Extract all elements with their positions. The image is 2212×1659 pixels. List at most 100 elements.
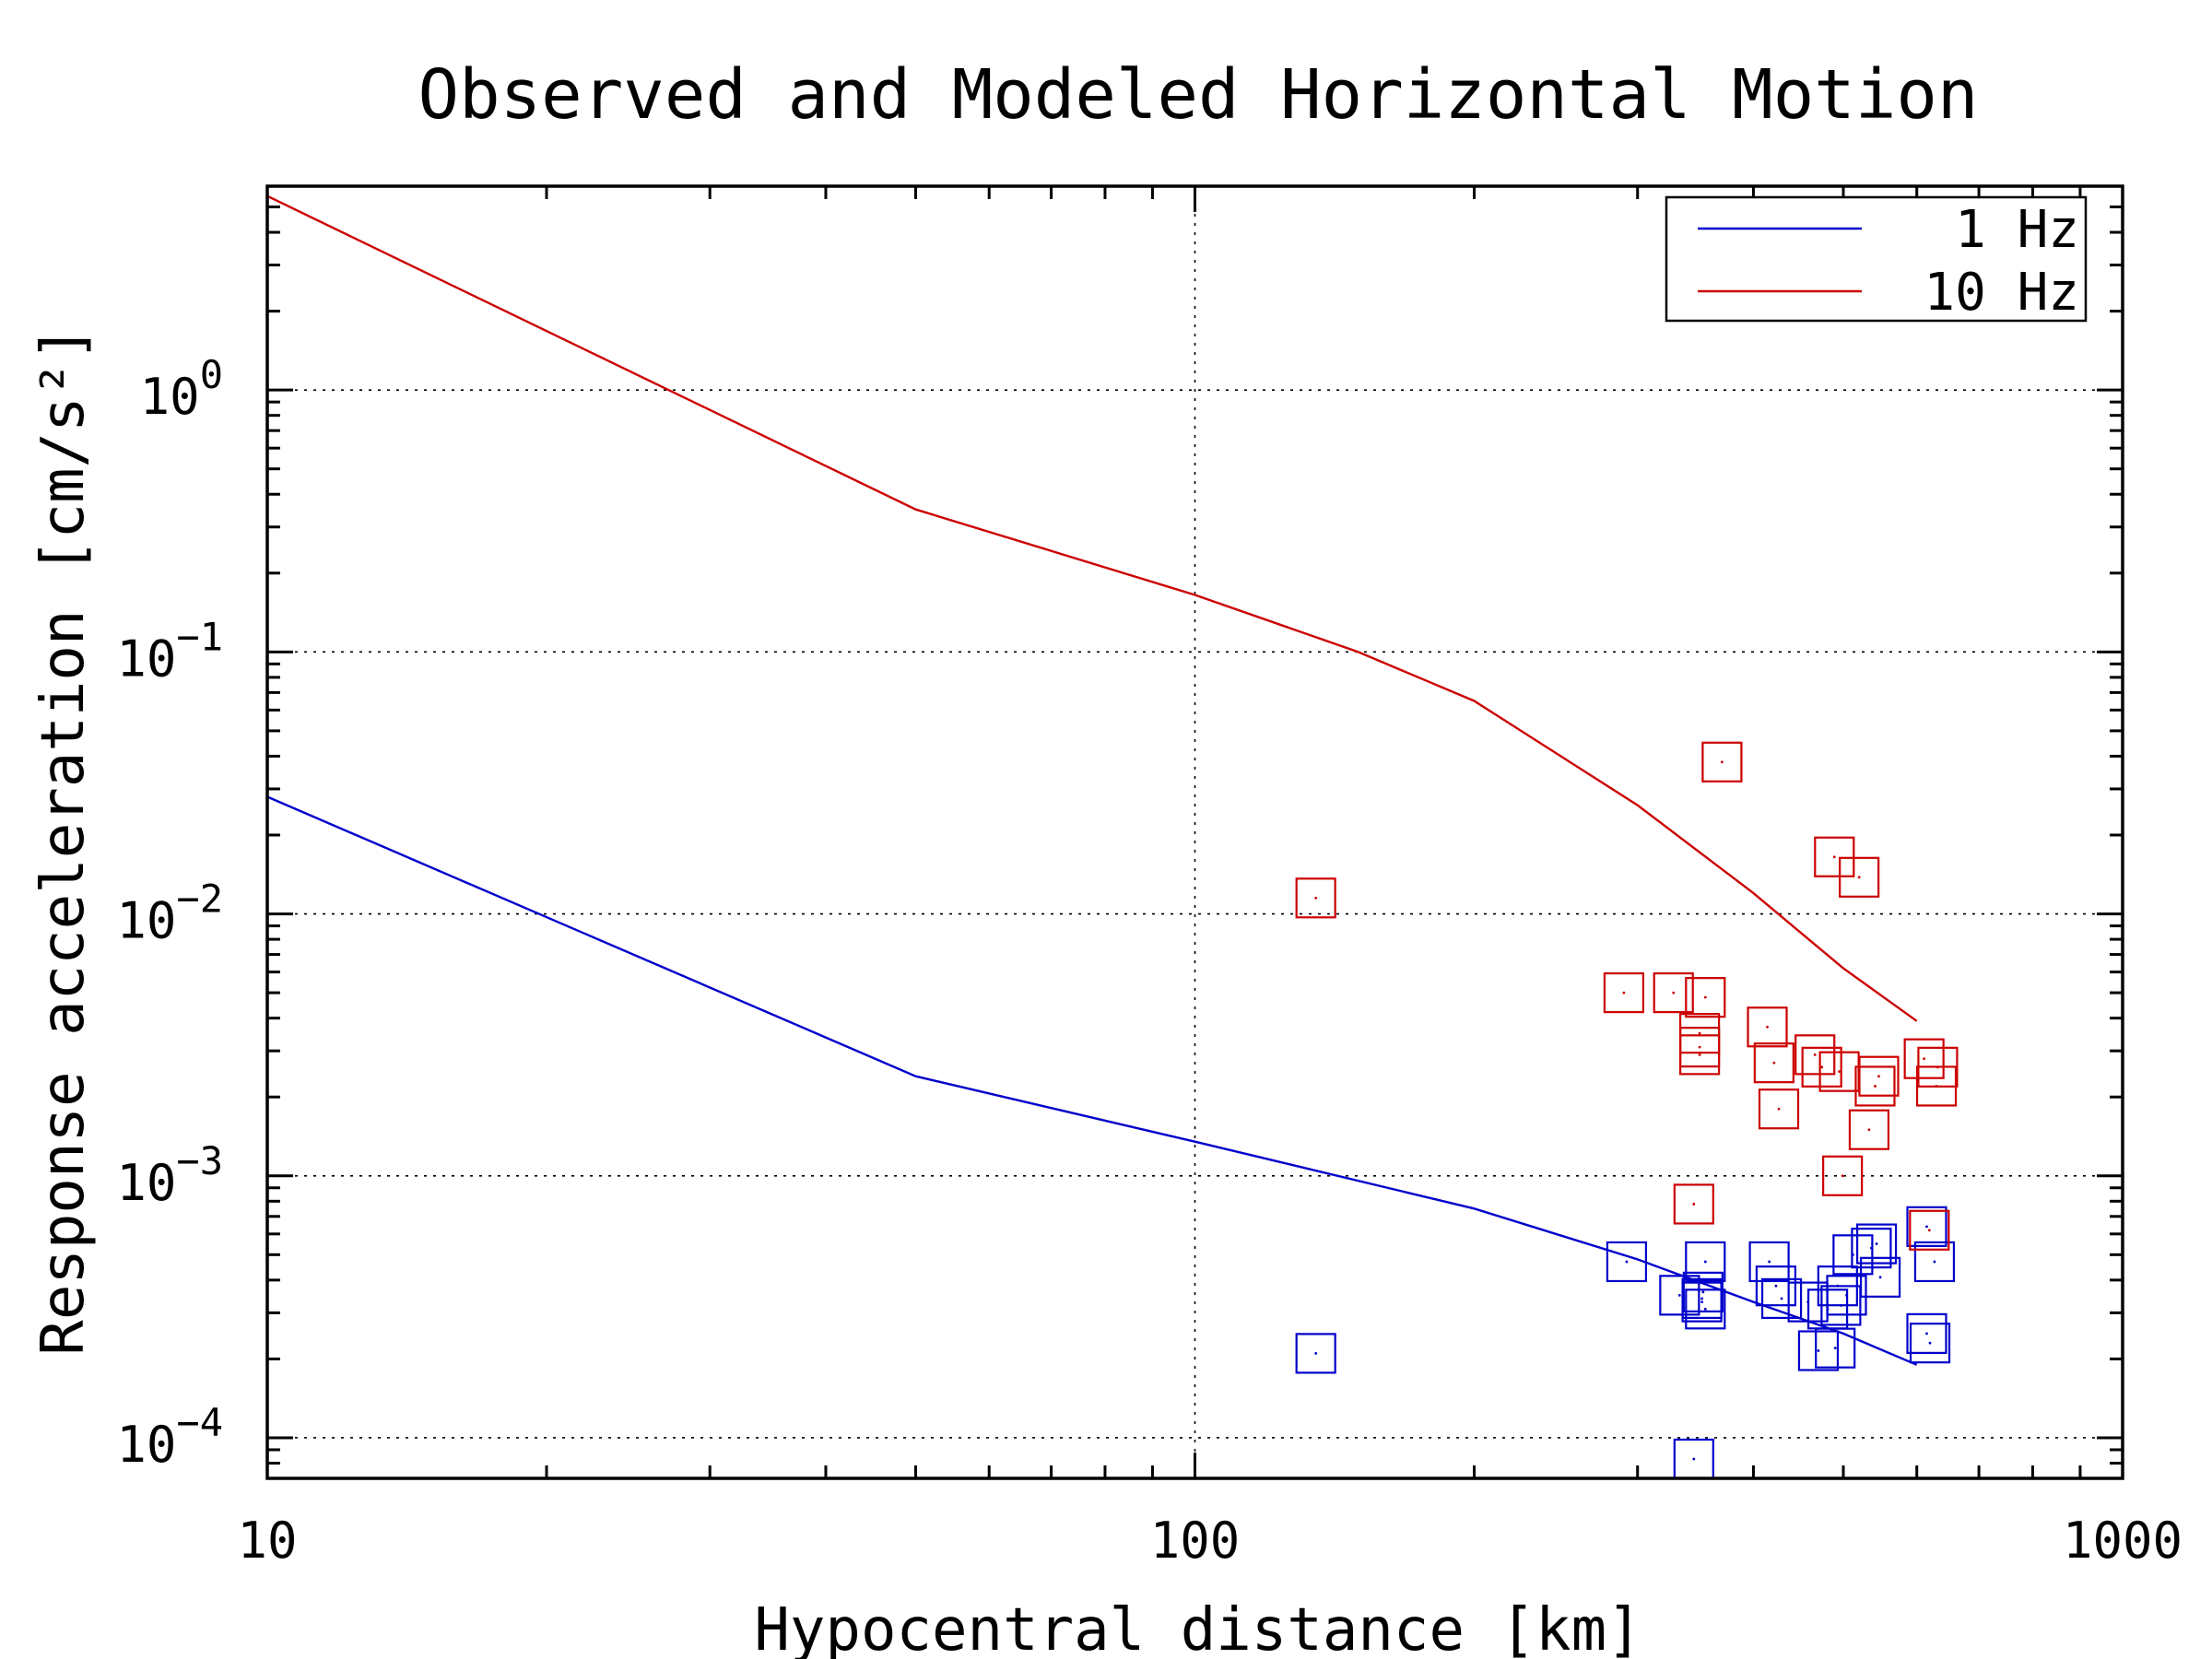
observed-point — [1917, 1046, 1959, 1088]
observed-point — [1747, 1006, 1788, 1048]
legend-label: 1 Hz — [1955, 200, 2079, 260]
observed-point — [1815, 1327, 1856, 1369]
observed-point — [1859, 1256, 1901, 1298]
y-tick-labels: 10−4 10−3 10−2 10−1 100 — [116, 352, 223, 1474]
model-line-10-hz — [266, 194, 1918, 1022]
y-tick-label: 100 — [140, 352, 223, 426]
x-tick-labels: 10 100 1000 — [237, 1512, 2183, 1570]
legend-label: 10 Hz — [1924, 263, 2079, 323]
observed-point-center — [1780, 1297, 1783, 1300]
observed-point-center — [1874, 1085, 1877, 1088]
observed-point-center — [1677, 1293, 1681, 1297]
observed-point — [1909, 1323, 1951, 1364]
observed-point — [1854, 1065, 1896, 1107]
observed-point-center — [1936, 1065, 1939, 1069]
observed-point-center — [1622, 991, 1626, 994]
observed-point-center — [1698, 1031, 1701, 1035]
observed-point-center — [1877, 1075, 1880, 1078]
y-tick-label: 10−1 — [116, 614, 223, 688]
observed-point-center — [1703, 1260, 1707, 1264]
observed-point-center — [1928, 1341, 1932, 1345]
observed-point — [1848, 1109, 1890, 1150]
observed-point-center — [1820, 1065, 1824, 1069]
observed-point-center — [1777, 1107, 1781, 1111]
observed-point — [1909, 1209, 1950, 1251]
observed-point-center — [1875, 1242, 1878, 1245]
observed-point-center — [1692, 1203, 1696, 1206]
x-tick-label: 10 — [237, 1512, 297, 1570]
y-tick-label: 10−2 — [116, 877, 223, 950]
observed-point — [1851, 1228, 1892, 1269]
observed-point-center — [1857, 876, 1861, 879]
observed-point — [1820, 1285, 1862, 1326]
observed-point-center — [1878, 1276, 1882, 1279]
observed-point-center — [1703, 1307, 1707, 1311]
observed-point-center — [1766, 1025, 1769, 1029]
observed-point — [1753, 1042, 1794, 1084]
observed-point-center — [1774, 1284, 1778, 1288]
observed-point-center — [1772, 1061, 1776, 1065]
observed-point-center — [1925, 1225, 1928, 1229]
observed-point-center — [1839, 1304, 1842, 1307]
observed-point — [1603, 972, 1645, 1014]
observed-point — [1906, 1206, 1947, 1247]
observed-point — [1685, 1288, 1726, 1330]
observed-point-center — [1768, 1260, 1771, 1264]
legend-box — [1665, 195, 2088, 323]
observed-point-center — [1841, 1174, 1844, 1178]
observed-point-center — [1692, 1457, 1696, 1461]
observed-point-center — [1314, 1351, 1318, 1355]
observed-point-center — [1933, 1260, 1936, 1264]
observed-point — [1794, 1034, 1836, 1076]
observed-point-center — [1625, 1260, 1629, 1264]
observed-point-center — [1923, 1057, 1926, 1061]
observed-point-center — [1832, 855, 1836, 859]
observed-point — [1758, 1088, 1800, 1130]
observed-point-center — [1698, 1053, 1701, 1056]
observed-point-center — [1701, 1290, 1705, 1294]
observed-point — [1685, 1241, 1726, 1283]
series-10-hz — [266, 194, 1959, 1251]
observed-point — [1801, 1046, 1842, 1088]
observed-point-center — [1927, 1229, 1931, 1232]
observed-point-center — [1700, 1300, 1703, 1304]
observed-point — [1826, 1275, 1867, 1316]
observed-point — [1653, 972, 1694, 1014]
observed-point — [1822, 1155, 1864, 1196]
observed-point-center — [1845, 1293, 1848, 1297]
observed-point-center — [1867, 1128, 1871, 1132]
observed-point-center — [1833, 1347, 1837, 1350]
observed-point — [1682, 1271, 1724, 1312]
observed-point-center — [1870, 1246, 1873, 1250]
observed-point — [1679, 1034, 1721, 1076]
observed-point — [1295, 877, 1336, 919]
observed-point — [1855, 1223, 1898, 1265]
observed-point — [1748, 1241, 1790, 1283]
chart-title: Observed and Modeled Horizontal Motion — [418, 55, 1979, 135]
plot-frame — [265, 184, 2124, 1480]
observed-point — [1839, 856, 1880, 898]
observed-point — [1797, 1330, 1840, 1371]
observed-point-center — [1703, 995, 1707, 999]
observed-point-center — [1817, 1349, 1820, 1352]
observed-point — [1755, 1265, 1797, 1307]
observed-point — [1903, 1038, 1945, 1079]
y-tick-label: 10−4 — [116, 1400, 223, 1474]
observed-point-center — [1813, 1053, 1817, 1056]
series-layer — [266, 194, 1959, 1480]
observed-point-center — [1314, 896, 1318, 900]
y-axis-label: Response acceleration [cm/s²] — [29, 325, 98, 1355]
observed-point-center — [1720, 760, 1724, 764]
observed-point-center — [1698, 1045, 1701, 1049]
x-axis-label: Hypocentral distance [km] — [754, 1596, 1641, 1659]
observed-point — [1673, 1183, 1714, 1225]
observed-point — [1906, 1312, 1947, 1354]
observed-point — [1913, 1241, 1956, 1283]
x-tick-label: 100 — [1150, 1512, 1241, 1570]
observed-point-center — [1700, 1297, 1703, 1300]
observed-point-center — [1838, 1070, 1841, 1074]
observed-point — [1858, 1055, 1900, 1097]
observed-point — [1295, 1333, 1336, 1374]
